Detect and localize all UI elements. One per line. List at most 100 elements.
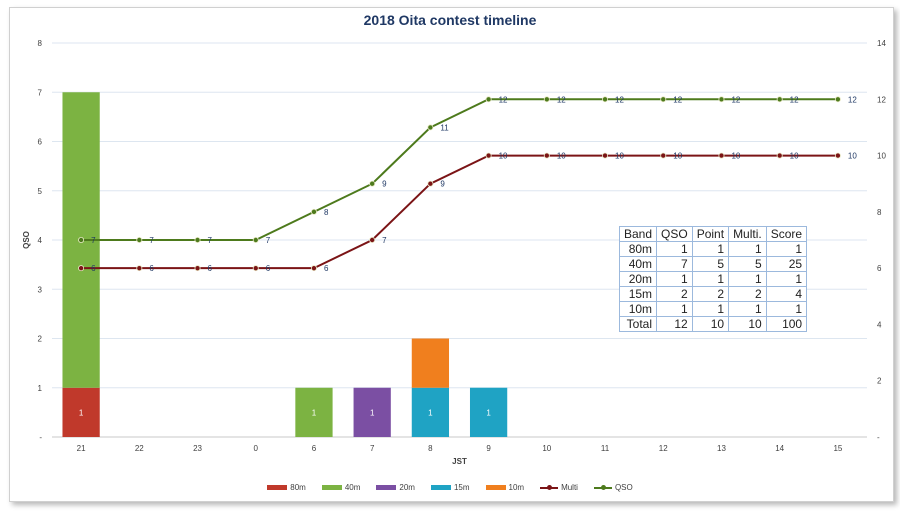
table-row: 10m 1 1 1 1 — [618, 301, 808, 317]
table-cell: 2 — [656, 286, 693, 302]
y-tick-label-left: 5 — [38, 187, 43, 196]
point-Multi — [602, 152, 609, 159]
point-QSO — [194, 236, 201, 243]
point-QSO — [485, 96, 492, 103]
y-tick-label-right: 8 — [877, 208, 882, 217]
table-cell: Band — [618, 226, 658, 242]
bar-15m — [411, 387, 450, 437]
point-QSO — [310, 208, 317, 215]
y-tick-label-right: 12 — [877, 95, 886, 104]
table-cell: 1 — [691, 301, 730, 317]
x-axis-label: JST — [452, 457, 467, 466]
table-cell: Multi. — [728, 226, 767, 242]
bar-40m — [295, 387, 333, 437]
data-label-Multi: 10 — [731, 152, 740, 161]
table-cell: 12 — [656, 316, 693, 332]
x-tick-label: 6 — [312, 444, 317, 453]
table-cell: 1 — [728, 271, 767, 287]
point-Multi — [427, 180, 434, 187]
x-tick-label: 14 — [775, 444, 784, 453]
data-label-Multi: 10 — [499, 152, 508, 161]
x-tick-label: 9 — [486, 444, 491, 453]
line-Multi — [81, 154, 838, 270]
table-cell: 1 — [728, 301, 767, 317]
data-label-QSO: 12 — [731, 95, 740, 104]
y-tick-label-left: 8 — [38, 39, 43, 48]
table-cell: 1 — [728, 241, 767, 257]
y-tick-label-left: 7 — [38, 88, 43, 97]
point-Multi — [776, 152, 783, 159]
table-cell: 1 — [691, 241, 730, 257]
y-tick-label-left: - — [39, 433, 42, 442]
point-Multi — [369, 236, 376, 243]
point-QSO — [776, 96, 783, 103]
table-cell: 40m — [618, 256, 658, 272]
data-label-Multi: 10 — [673, 152, 682, 161]
bar-20m — [353, 387, 391, 437]
table-row: 15m 2 2 2 4 — [618, 286, 808, 302]
x-tick-label: 11 — [601, 444, 610, 453]
legend-item-Multi: Multi — [540, 483, 578, 492]
bar-data-label: 1 — [370, 408, 375, 417]
legend-item-20m: 20m — [376, 483, 415, 492]
point-Multi — [660, 152, 667, 159]
legend-label: Multi — [561, 483, 578, 492]
data-label-QSO: 12 — [557, 95, 566, 104]
legend-label: 15m — [453, 483, 470, 492]
bar-10m — [411, 338, 450, 388]
data-label-QSO: 12 — [615, 95, 624, 104]
table-row: 80m 1 1 1 1 — [618, 241, 808, 257]
legend-swatch — [376, 485, 397, 490]
x-tick-label: 23 — [193, 444, 202, 453]
data-label-Multi: 6 — [266, 264, 271, 273]
legend-item-80m: 80m — [267, 483, 306, 492]
x-tick-label: 12 — [659, 444, 668, 453]
data-label-QSO: 7 — [149, 236, 154, 245]
table-cell: Total — [618, 316, 658, 332]
x-tick-label: 7 — [370, 444, 375, 453]
bar-data-label: 1 — [312, 408, 317, 417]
legend-label: 10m — [508, 483, 525, 492]
point-QSO — [427, 124, 434, 131]
table-cell: 10 — [691, 316, 730, 332]
y-tick-label-right: 2 — [877, 377, 882, 386]
table-cell: 2 — [691, 286, 730, 302]
x-tick-label: 0 — [254, 444, 259, 453]
data-label-QSO: 12 — [673, 95, 682, 104]
table-cell: 5 — [728, 256, 767, 272]
y-tick-label-left: 6 — [38, 138, 43, 147]
table-row: 40m 7 5 5 25 — [618, 256, 808, 272]
data-label-QSO: 7 — [208, 236, 213, 245]
point-Multi — [252, 265, 259, 272]
table-cell: 1 — [656, 271, 693, 287]
legend-label: 20m — [399, 483, 415, 492]
legend-item-15m: 15m — [430, 483, 470, 492]
legend-swatch — [430, 485, 451, 490]
point-QSO — [543, 96, 550, 103]
data-label-QSO: 9 — [382, 180, 387, 189]
x-tick-label: 10 — [542, 444, 551, 453]
data-label-Multi: 6 — [324, 264, 329, 273]
x-tick-label: 22 — [135, 444, 144, 453]
data-label-QSO: 7 — [91, 236, 96, 245]
table-cell: Score — [765, 226, 808, 242]
line-QSO — [81, 98, 838, 241]
data-label-QSO: 12 — [848, 95, 857, 104]
point-Multi — [136, 265, 143, 272]
y-tick-label-left: 2 — [38, 335, 43, 344]
legend-label: 40m — [344, 483, 361, 492]
legend-swatch — [593, 484, 612, 490]
data-label-Multi: 10 — [615, 152, 624, 161]
legend-swatch — [321, 485, 342, 490]
table-row: 20m 1 1 1 1 — [618, 271, 808, 287]
bar-data-label: 1 — [428, 408, 433, 417]
data-label-Multi: 6 — [91, 264, 96, 273]
table-cell: Point — [691, 226, 730, 242]
data-label-Multi: 7 — [382, 236, 387, 245]
data-label-Multi: 6 — [149, 264, 154, 273]
table-cell: 1 — [656, 301, 693, 317]
legend-item-40m: 40m — [321, 483, 361, 492]
table-cell: 15m — [618, 286, 658, 302]
table-cell: 1 — [765, 241, 808, 257]
